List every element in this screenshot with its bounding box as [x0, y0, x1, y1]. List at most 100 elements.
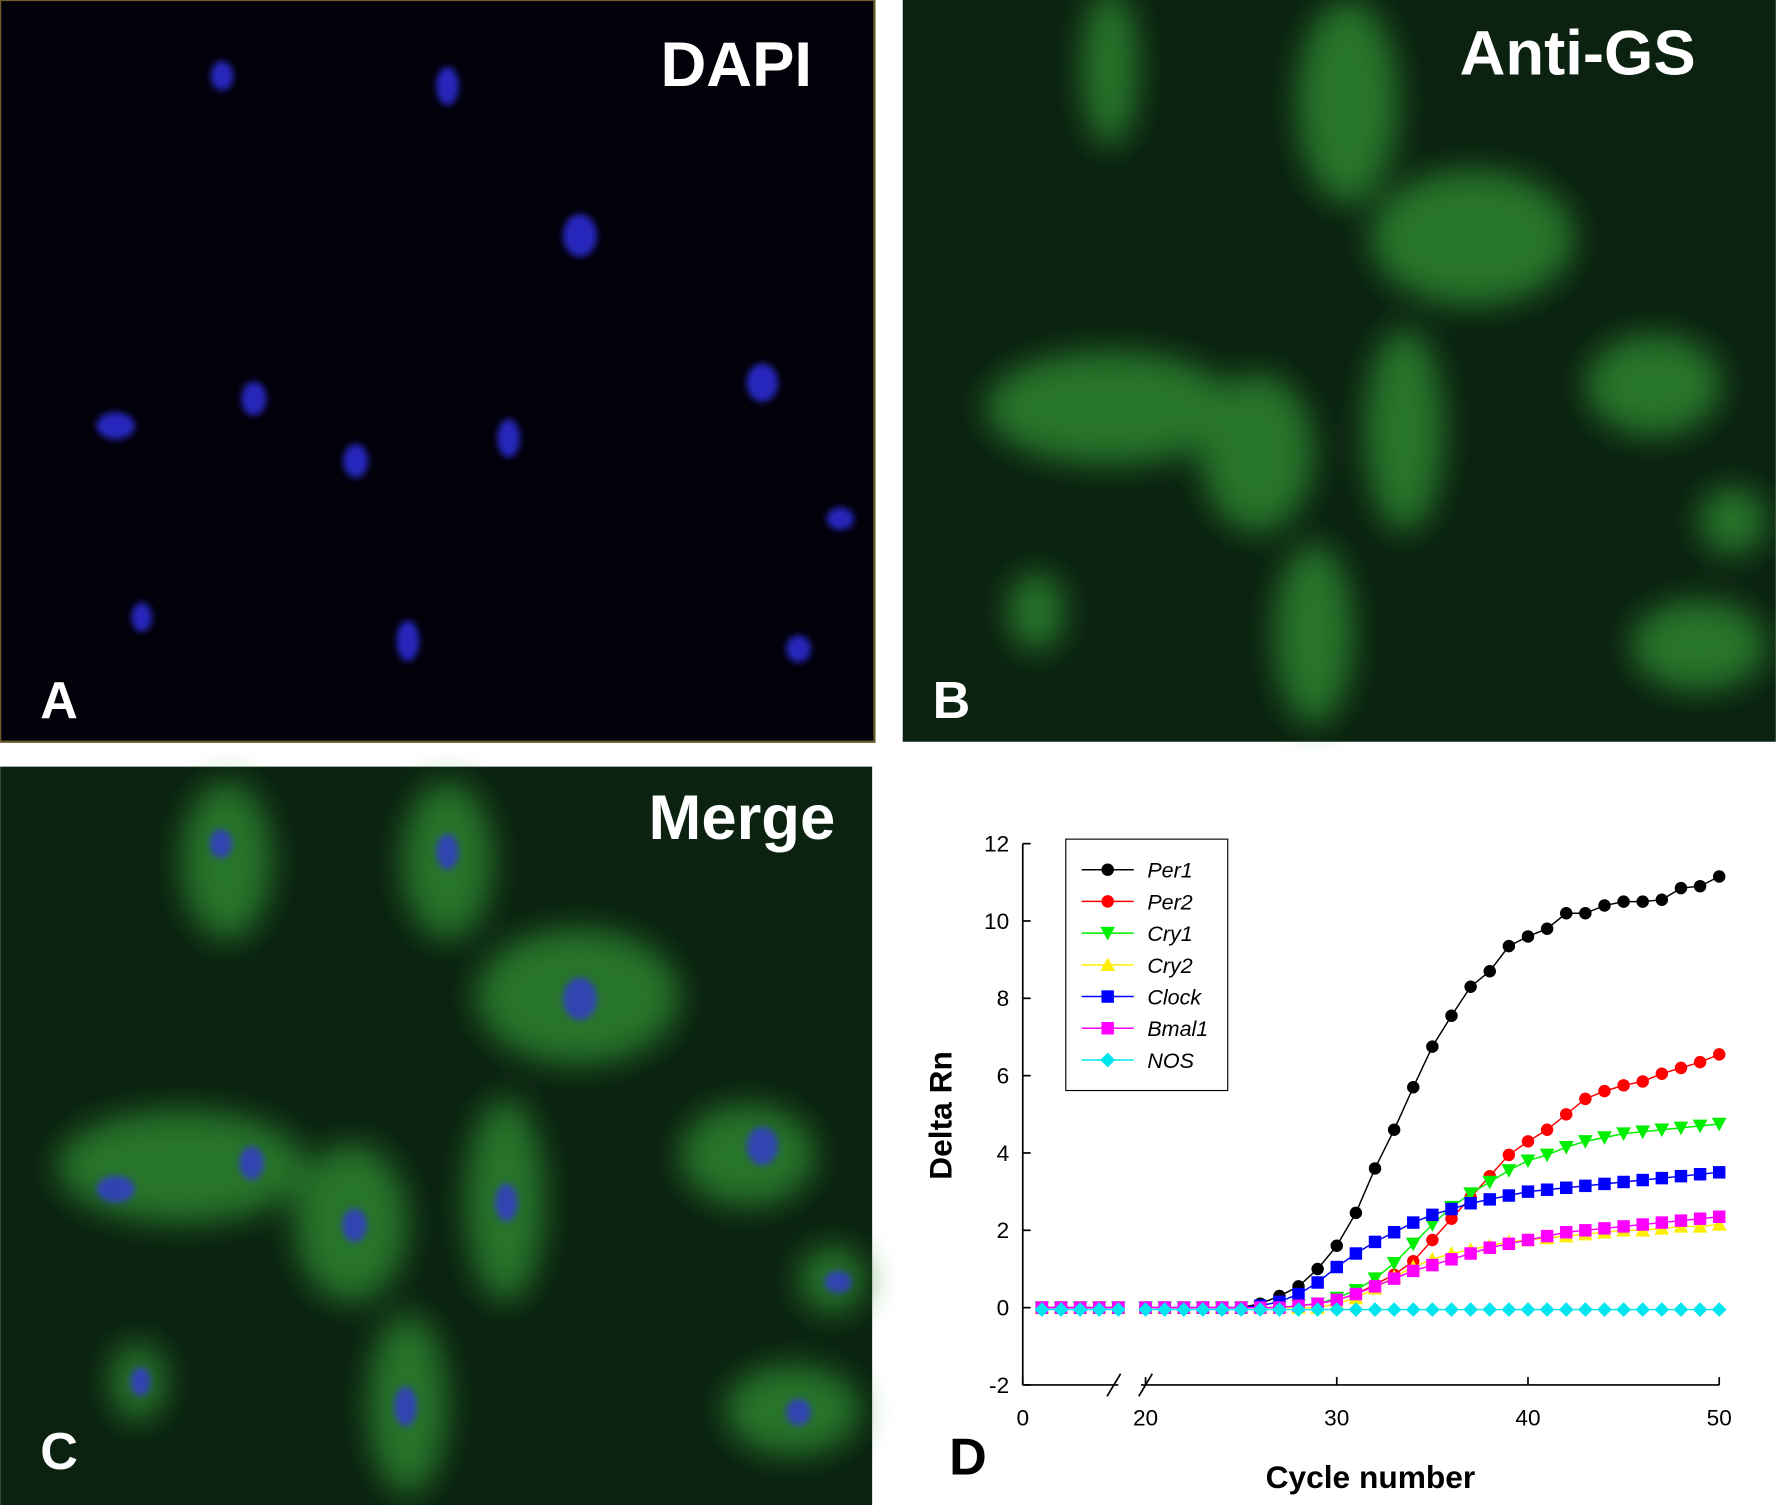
marker	[1636, 1075, 1649, 1088]
marker	[1387, 1226, 1401, 1239]
legend-marker	[1100, 926, 1116, 941]
marker	[1502, 1189, 1516, 1202]
panel-letter: C	[40, 1423, 78, 1481]
marker	[1053, 1302, 1069, 1317]
marker	[1598, 899, 1611, 912]
marker	[1330, 1293, 1343, 1307]
marker	[1426, 1233, 1439, 1247]
marker	[1463, 1187, 1478, 1201]
marker	[1560, 1181, 1573, 1195]
legend-label: Clock	[1147, 985, 1202, 1009]
marker	[1387, 1123, 1401, 1137]
y-tick-label: 2	[997, 1218, 1010, 1243]
axis-break	[1106, 1373, 1122, 1397]
marker	[1616, 1127, 1631, 1142]
y-tick-label: 4	[997, 1141, 1010, 1166]
marker	[1233, 1302, 1249, 1317]
marker	[1272, 1302, 1287, 1317]
marker	[1425, 1218, 1440, 1232]
marker	[1464, 980, 1477, 993]
marker	[1693, 1055, 1707, 1069]
marker	[1405, 1302, 1421, 1317]
y-tick-label: 8	[997, 986, 1010, 1011]
marker	[1464, 1247, 1477, 1260]
marker	[1597, 1131, 1612, 1145]
marker	[1654, 1123, 1670, 1138]
marker	[1349, 1247, 1363, 1260]
marker	[1521, 1135, 1535, 1148]
marker	[1598, 1084, 1611, 1098]
marker	[1483, 1193, 1496, 1206]
marker	[1502, 1148, 1516, 1162]
marker	[1673, 1121, 1689, 1136]
marker	[1348, 1302, 1364, 1317]
marker	[1311, 1276, 1324, 1289]
legend-label: Cry2	[1147, 954, 1192, 978]
marker	[1091, 1302, 1107, 1317]
marker	[1520, 1302, 1536, 1317]
panel-c: Merge C	[0, 766, 873, 1505]
marker	[1711, 1217, 1727, 1231]
marker	[1692, 1219, 1708, 1233]
series	[1034, 1302, 1727, 1317]
legend-marker	[1101, 863, 1114, 876]
marker	[1464, 1197, 1477, 1210]
marker	[1560, 907, 1573, 920]
legend-marker	[1101, 895, 1114, 908]
marker	[1157, 1302, 1173, 1317]
x-tick-label: 50	[1707, 1406, 1732, 1431]
marker	[1617, 1220, 1630, 1233]
marker	[1712, 870, 1726, 883]
marker	[1483, 965, 1496, 978]
marker	[1617, 1175, 1630, 1189]
marker	[1540, 1123, 1554, 1137]
marker	[1617, 1079, 1630, 1092]
marker	[1330, 1239, 1343, 1252]
panel-a: DAPI A	[0, 0, 876, 743]
x-tick-label: 20	[1133, 1406, 1158, 1431]
marker	[1072, 1302, 1088, 1317]
marker	[1692, 1302, 1708, 1317]
x-tick-label: 0	[1016, 1406, 1029, 1431]
marker	[1502, 939, 1516, 953]
panel-title: DAPI	[661, 30, 812, 100]
legend-label: NOS	[1147, 1049, 1194, 1073]
marker	[1597, 1302, 1612, 1317]
marker	[1636, 1218, 1649, 1231]
panel-title: Merge	[649, 783, 836, 853]
marker	[1635, 1302, 1651, 1317]
marker	[1579, 1092, 1592, 1106]
marker	[1445, 1009, 1458, 1022]
y-tick-label: 6	[997, 1064, 1010, 1089]
panel-letter: D	[949, 1428, 987, 1486]
marker	[1407, 1264, 1420, 1278]
marker	[1712, 1210, 1726, 1224]
marker	[1138, 1302, 1153, 1317]
marker	[1310, 1302, 1326, 1317]
x-tick-label: 40	[1515, 1406, 1540, 1431]
marker	[1368, 1280, 1382, 1293]
marker	[1405, 1237, 1421, 1252]
marker	[1386, 1256, 1402, 1271]
marker	[1463, 1302, 1478, 1317]
marker	[1252, 1302, 1268, 1317]
marker	[1560, 1108, 1573, 1121]
marker	[1195, 1302, 1211, 1317]
y-tick-label: 10	[984, 909, 1009, 934]
y-tick-label: 12	[984, 832, 1009, 857]
marker	[1425, 1302, 1440, 1317]
marker	[1482, 1302, 1498, 1317]
marker	[1558, 1140, 1574, 1155]
marker	[1598, 1177, 1611, 1191]
legend-marker	[1100, 1052, 1116, 1068]
panel-letter: B	[933, 672, 971, 730]
marker	[1617, 895, 1630, 908]
marker	[1368, 1162, 1382, 1175]
marker	[1598, 1222, 1611, 1235]
marker	[1712, 1166, 1726, 1179]
marker	[1521, 930, 1535, 943]
marker	[1445, 1202, 1458, 1216]
marker	[1426, 1258, 1439, 1272]
marker	[1330, 1260, 1343, 1274]
